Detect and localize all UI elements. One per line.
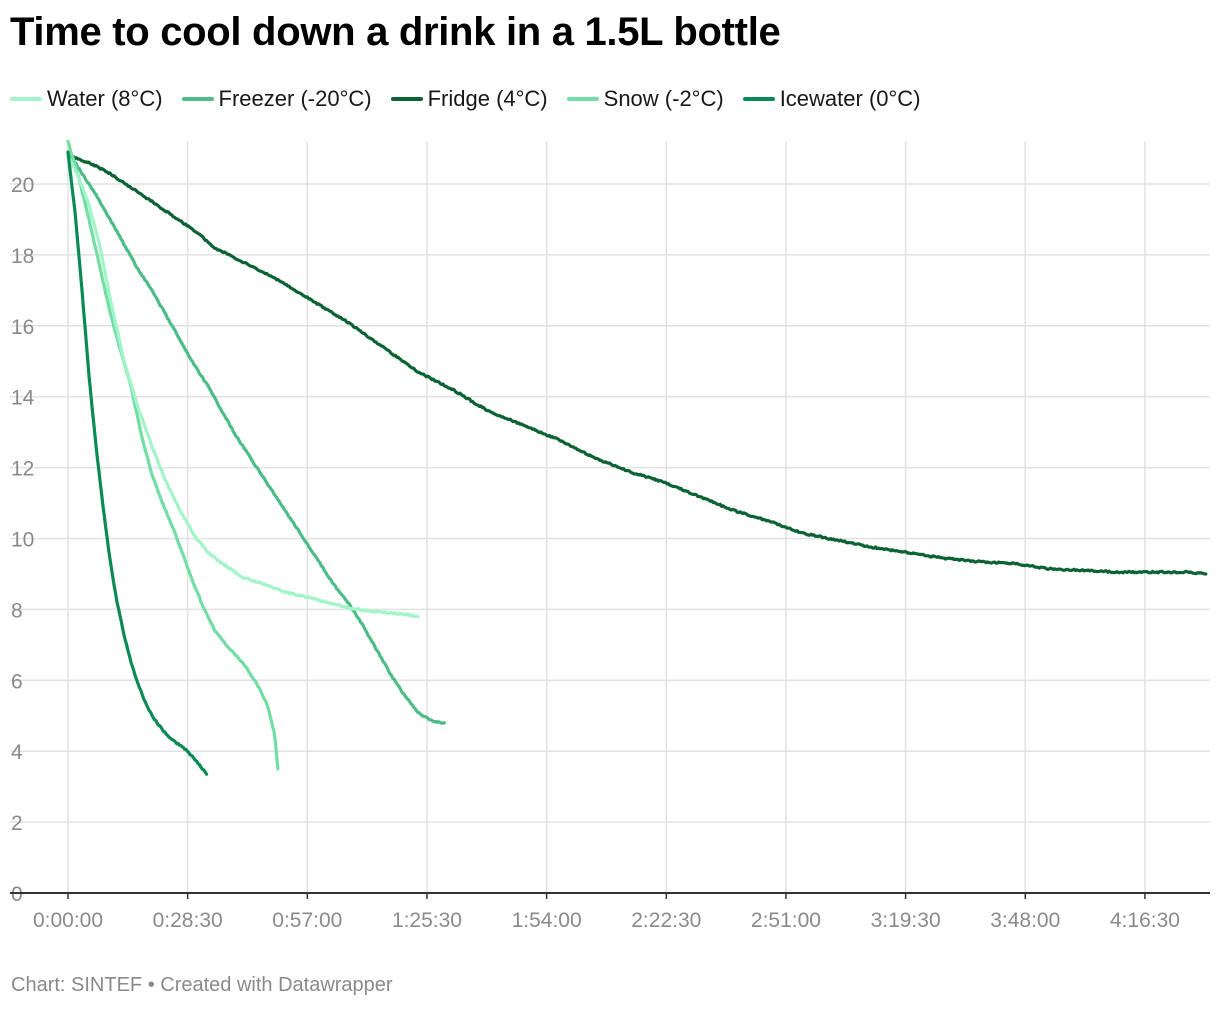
y-tick-label: 12	[11, 458, 34, 481]
legend-item: Snow (-2°C)	[566, 86, 724, 112]
y-tick-label: 18	[11, 245, 34, 268]
legend-swatch	[742, 97, 775, 101]
legend-swatch	[10, 97, 42, 101]
series-line-snow	[66, 139, 280, 771]
legend-label: Freezer (-20°C)	[218, 86, 372, 111]
x-tick-label: 3:48:00	[990, 909, 1060, 932]
y-tick-label: 8	[11, 599, 23, 622]
source-credit: Chart: SINTEF • Created with Datawrapper	[11, 974, 393, 996]
y-tick-label: 20	[11, 174, 34, 197]
series-line-water	[66, 154, 420, 619]
legend-item: Water (8°C)	[10, 86, 163, 112]
legend-item: Freezer (-20°C)	[181, 86, 372, 112]
legend-swatch	[566, 97, 599, 101]
legend-swatch	[390, 97, 423, 101]
legend-label: Snow (-2°C)	[603, 86, 724, 111]
chart-legend: Water (8°C) Freezer (-20°C) Fridge (4°C) Sn…	[10, 86, 940, 112]
legend-label: Fridge (4°C)	[427, 86, 548, 111]
legend-label: Water (8°C)	[47, 86, 163, 111]
y-tick-label: 2	[11, 812, 23, 835]
legend-item: Icewater (0°C)	[742, 86, 921, 112]
series-line-icewater	[66, 150, 209, 776]
y-tick-label: 4	[11, 741, 23, 764]
x-tick-label: 2:51:00	[751, 909, 821, 932]
x-tick-label: 0:00:00	[33, 909, 103, 932]
x-tick-label: 3:19:30	[871, 909, 941, 932]
y-tick-label: 16	[11, 316, 34, 339]
x-tick-label: 4:16:30	[1110, 909, 1180, 932]
y-tick-label: 0	[11, 883, 23, 906]
series-line-freezer	[66, 150, 447, 725]
chart-title: Time to cool down a drink in a 1.5L bott…	[10, 10, 781, 54]
x-tick-label: 2:22:30	[631, 909, 701, 932]
y-tick-label: 14	[11, 387, 35, 410]
x-tick-label: 1:54:00	[512, 909, 582, 932]
legend-item: Fridge (4°C)	[390, 86, 548, 112]
y-tick-label: 6	[11, 670, 23, 693]
y-tick-label: 10	[11, 529, 34, 552]
x-tick-label: 0:28:30	[153, 909, 223, 932]
x-tick-label: 0:57:00	[272, 909, 342, 932]
legend-swatch	[181, 97, 214, 101]
legend-label: Icewater (0°C)	[779, 86, 921, 111]
series-line-fridge	[66, 154, 1208, 576]
x-tick-label: 1:25:30	[392, 909, 462, 932]
